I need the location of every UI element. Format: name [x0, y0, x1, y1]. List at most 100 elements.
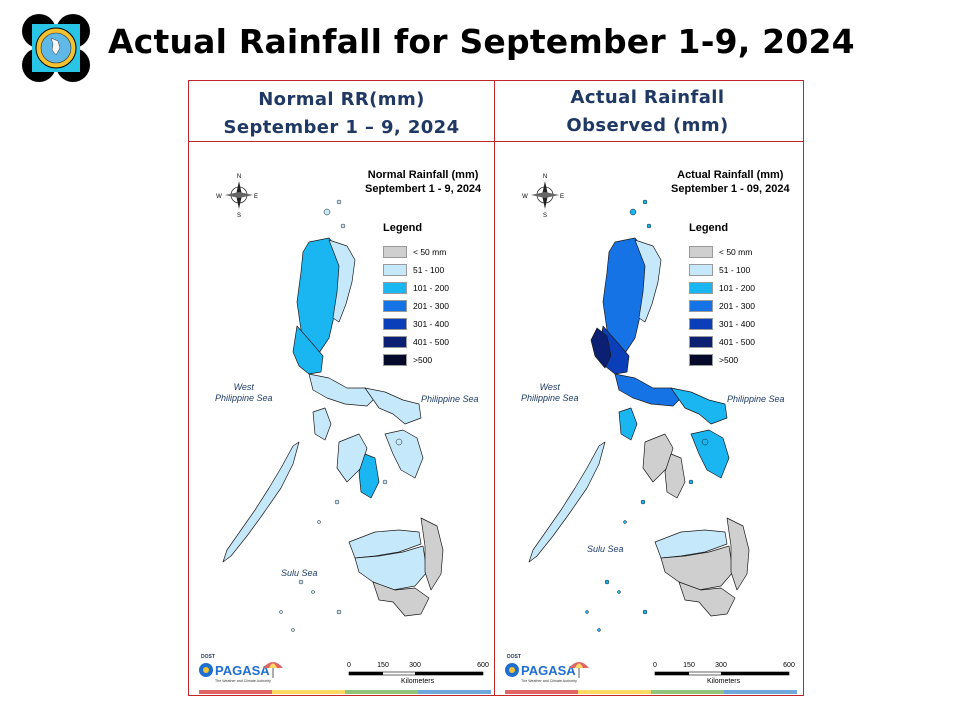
- map-title-line-1: Normal Rainfall (mm): [367, 169, 479, 181]
- islet: [640, 499, 646, 505]
- islet: [623, 520, 627, 524]
- region-mindanao-east: [726, 517, 750, 591]
- compass-rose-icon: N S E W: [522, 174, 564, 219]
- legend-item: 101 - 200: [383, 282, 483, 294]
- legend-title: Legend: [689, 222, 729, 234]
- islet: [604, 579, 610, 585]
- region-visayas-east: [690, 429, 730, 479]
- islet: [585, 610, 589, 614]
- islet: [629, 208, 637, 216]
- pagasa-tagline: The Weather and Climate Authority: [215, 679, 271, 683]
- legend-label: 101 - 200: [413, 283, 449, 293]
- scale-bar-graphic: [654, 671, 790, 676]
- panel-divider: [494, 80, 495, 696]
- pagasa-seal-logo: [22, 14, 90, 82]
- legend-title: Legend: [383, 222, 423, 234]
- region-palawan: [222, 441, 300, 563]
- legend-label: >500: [719, 355, 739, 365]
- islet: [642, 199, 648, 205]
- scale-tick-label: 600: [783, 662, 795, 669]
- islet: [646, 223, 652, 229]
- pagasa-wordmark: PAGASA: [521, 663, 576, 678]
- scale-tick-label: 150: [683, 662, 695, 669]
- islet: [688, 479, 694, 485]
- philippine-sea-label: Philippine Sea: [421, 394, 479, 404]
- region-mindanao-south: [372, 581, 430, 617]
- sea-label-line-1: West: [539, 382, 560, 392]
- map-title-line-2: Septembert 1 - 9, 2024: [365, 183, 482, 195]
- legend-label: 51 - 100: [719, 265, 751, 275]
- legend-label: 201 - 300: [719, 301, 755, 311]
- comparison-frame: [188, 80, 804, 696]
- islet: [617, 590, 621, 594]
- color-strip-segment: [272, 690, 345, 694]
- scale-tick-label: 150: [377, 662, 389, 669]
- header-divider: [188, 141, 804, 142]
- region-bicol: [364, 387, 422, 425]
- compass-n-label: N: [543, 174, 547, 180]
- pagasa-tagline: The Weather and Climate Authority: [521, 679, 577, 683]
- region-negros: [664, 453, 686, 499]
- legend-label: 51 - 100: [413, 265, 445, 275]
- legend-swatch: [383, 282, 407, 294]
- scale-bar-graphic: [348, 671, 484, 676]
- sulu-sea-label: Sulu Sea: [281, 568, 318, 578]
- compass-s-label: S: [543, 213, 547, 219]
- legend-item: 401 - 500: [383, 336, 483, 348]
- dost-wordmark: DOST: [201, 654, 215, 660]
- islet: [334, 499, 340, 505]
- compass-s-label: S: [237, 213, 241, 219]
- islet: [336, 609, 342, 615]
- legend-swatch: [383, 318, 407, 330]
- pagasa-brand-logo: DOST PAGASA The Weather and Climate Author…: [503, 650, 603, 690]
- legend-label: >500: [413, 355, 433, 365]
- actual-map-title: Actual Rainfall (mm) September 1 - 09, 20…: [671, 168, 790, 196]
- legend-label: < 50 mm: [719, 247, 753, 257]
- philippine-sea-label: Philippine Sea: [727, 394, 785, 404]
- color-strip-segment: [505, 690, 578, 694]
- legend-swatch: [383, 354, 407, 366]
- normal-heading-line-1: Normal RR(mm): [258, 89, 425, 110]
- color-strip-segment: [651, 690, 724, 694]
- islet: [311, 590, 315, 594]
- actual-philippines-map: N S E W: [522, 174, 750, 632]
- region-mindanao-center: [354, 545, 428, 591]
- islet: [323, 208, 331, 216]
- sulu-sea-label: Sulu Sea: [587, 544, 624, 554]
- legend-swatch: [689, 264, 713, 276]
- actual-heading-line-1: Actual Rainfall: [570, 87, 725, 108]
- region-north-luzon-east: [328, 239, 356, 323]
- legend-swatch: [689, 336, 713, 348]
- dost-wordmark: DOST: [507, 654, 521, 660]
- islet: [298, 579, 304, 585]
- islet: [340, 223, 346, 229]
- compass-w-label: W: [522, 194, 528, 200]
- actual-heading-line-2: Observed (mm): [566, 115, 729, 136]
- legend-swatch: [689, 300, 713, 312]
- islet: [597, 628, 601, 632]
- actual-rainfall-map-panel: N S E W Actual Rainfall (mm) September 1 - 09…: [495, 142, 800, 696]
- region-negros: [358, 453, 380, 499]
- region-bicol: [670, 387, 728, 425]
- region-zambales-coast: [590, 327, 612, 369]
- normal-heading-line-2: September 1 – 9, 2024: [223, 117, 460, 138]
- normal-map-title: Normal Rainfall (mm) Septembert 1 - 9, 20…: [365, 168, 481, 196]
- scale-tick-label: 300: [409, 662, 421, 669]
- legend-item: >500: [383, 354, 483, 366]
- islet: [317, 520, 321, 524]
- color-strip-segment: [345, 690, 418, 694]
- legend-item: >500: [689, 354, 789, 366]
- scale-tick-label: 300: [715, 662, 727, 669]
- legend-item: 51 - 100: [383, 264, 483, 276]
- islet: [642, 609, 648, 615]
- legend-swatch: [689, 318, 713, 330]
- compass-w-label: W: [216, 194, 222, 200]
- legend-item: < 50 mm: [689, 246, 789, 258]
- region-north-luzon-east: [634, 239, 662, 323]
- legend-item: 401 - 500: [689, 336, 789, 348]
- legend-label: 301 - 400: [413, 319, 449, 329]
- legend-swatch: [383, 264, 407, 276]
- map-title-line-1: Actual Rainfall (mm): [677, 169, 784, 181]
- scale-tick-label: 0: [653, 662, 657, 669]
